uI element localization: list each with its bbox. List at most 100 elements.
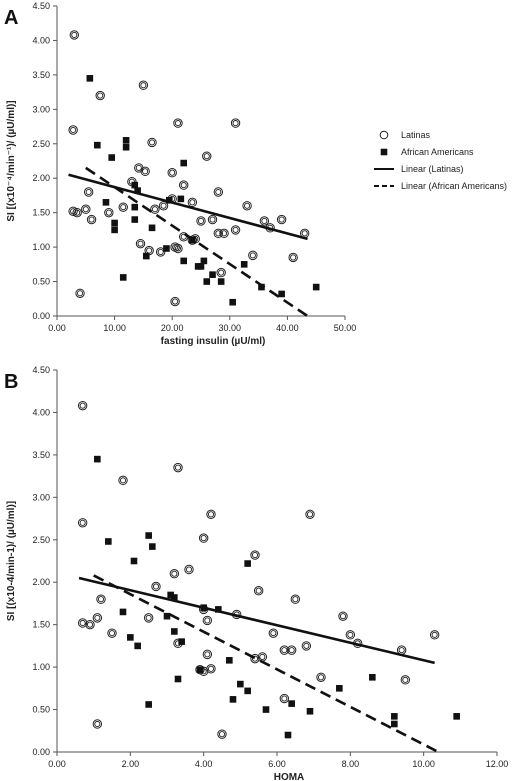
chart-a-african-americans-point — [180, 159, 188, 167]
chart-a-latinas-point-outer — [138, 80, 149, 90]
chart-b-latinas-point-outer — [184, 564, 194, 575]
chart-a-latinas-point-inner — [169, 169, 176, 176]
chart-a-latinas-point-inner — [76, 290, 84, 297]
chart-b-latinas-point-outer — [301, 641, 312, 651]
chart-a-african-americans-point — [203, 278, 211, 285]
chart-a-x-tick-label: 50.00 — [334, 323, 357, 333]
chart-a-latinas-point-outer — [242, 201, 252, 211]
chart-b-latinas-point-outer — [279, 693, 290, 704]
chart-b-latinas-point-outer — [429, 630, 440, 640]
chart-b-african-americans-point — [171, 594, 178, 601]
chart-a-y-tick-label: 1.50 — [32, 208, 50, 218]
chart-a-latinas-point-outer — [259, 216, 270, 226]
chart-a-latinas-point-outer — [230, 118, 241, 128]
chart-b-latinas-point-outer — [206, 509, 216, 520]
chart-a-latinas-point-outer — [75, 288, 85, 298]
chart-a-latinas-point-outer — [72, 207, 82, 218]
chart-b-latinas-point-outer — [279, 645, 290, 655]
chart-a-y-tick-label: 3.00 — [32, 104, 50, 114]
chart-b-latinas-point-outer — [345, 630, 356, 640]
chart-a-african-americans-point — [209, 271, 216, 278]
chart-b-panel-label: B — [4, 371, 18, 393]
chart-a-latinas-point-inner — [174, 245, 182, 252]
chart-a-african-americans-point — [86, 75, 94, 82]
chart-a-latinas-point-inner — [203, 153, 210, 160]
chart-a-x-tick-label: 0.00 — [48, 323, 66, 333]
chart-a-latinas-point-outer — [86, 214, 97, 225]
chart-a-y-tick-label: 1.00 — [32, 242, 50, 252]
chart-b-y-axis-title: SI [(x10-4/min-1)/ (µU/ml)] — [6, 501, 17, 621]
chart-a-african-americans-point — [166, 196, 173, 204]
panel-a: A 0.00 0.50 1.00 1.50 2.00 2.50 3.00 3.50 4.00 4.5… — [4, 1, 507, 347]
chart-b-african-americans-point — [130, 557, 138, 565]
chart-b-latinas-point-outer — [77, 400, 88, 411]
chart-a-latinas-point-inner — [215, 188, 222, 196]
chart-a-african-americans-point — [180, 257, 188, 265]
chart-a-african-americans-point — [278, 290, 285, 298]
chart-a-african-americans-point — [108, 154, 116, 161]
chart-a-african-americans-point — [200, 257, 208, 265]
chart-b-latinas-point-inner — [303, 642, 310, 649]
chart-a-latinas-point-outer — [135, 238, 146, 249]
chart-b-african-americans-point — [105, 538, 112, 545]
chart-b-latinas-point-outer — [305, 509, 315, 520]
chart-a-latinas-point-outer — [95, 90, 105, 101]
chart-a-african-americans-point — [131, 216, 139, 223]
chart-b-african-americans-point — [145, 701, 152, 708]
chart-b-latinas-point-outer — [143, 613, 154, 623]
chart-b-latinas-point-inner — [152, 583, 160, 590]
chart-b-latinas-point-inner — [86, 621, 94, 628]
chart-a-latinas-point-inner — [180, 233, 187, 240]
chart-b-trendline-latinas — [78, 576, 435, 665]
chart-b-latinas-point-inner — [200, 535, 207, 542]
chart-a-y-tick-label: 0.00 — [32, 311, 50, 321]
chart-b-african-americans-point — [226, 657, 233, 664]
chart-a-latinas-point-inner — [189, 199, 196, 206]
chart-b-african-americans-point — [149, 543, 156, 550]
chart-a-latinas-point-outer — [69, 30, 79, 40]
chart-b-latinas-point-outer — [286, 645, 297, 655]
chart-a-african-americans-point — [131, 203, 139, 211]
chart-a-y-tick-label: 2.50 — [32, 139, 50, 149]
chart-a-african-americans-point — [312, 283, 320, 291]
chart-a-trendline-african-americans — [85, 166, 309, 318]
chart-legend: Latinas African Americans Linear (Latinas)… — [374, 130, 507, 191]
chart-a-latinas-point-inner — [232, 120, 239, 127]
chart-b-x-tick-label: 12.00 — [486, 759, 509, 769]
chart-a-latinas-point-outer — [248, 250, 258, 261]
chart-b-latinas-point-outer — [202, 649, 213, 660]
chart-a-latinas-point-inner — [172, 244, 179, 251]
chart-b-y-tick-label: 1.00 — [32, 662, 50, 672]
chart-b-latinas-point-outer — [250, 653, 260, 664]
chart-a-latinas-point-outer — [83, 187, 94, 197]
chart-a-y-tick-label: 0.50 — [32, 277, 50, 287]
chart-b-x-tick-label: 8.00 — [342, 759, 360, 769]
legend-swatch-african-americans — [380, 148, 388, 156]
chart-b-x-tick-label: 4.00 — [195, 759, 213, 769]
chart-a-african-americans-point — [111, 226, 118, 234]
chart-a-latinas-point-outer — [104, 207, 114, 218]
chart-b-latinas-point-outer — [77, 618, 88, 628]
chart-a-latinas-point-inner — [172, 298, 179, 305]
chart-a-latinas-point-inner — [85, 188, 92, 196]
chart-b-latinas-point-inner — [171, 570, 178, 577]
chart-b-latinas-point-inner — [251, 552, 259, 559]
chart-a-african-americans-point — [177, 195, 185, 203]
chart-a-latinas-point-outer — [179, 180, 189, 190]
legend-label: Linear (Latinas) — [401, 164, 464, 174]
chart-a-latinas-point-outer — [147, 137, 157, 148]
chart-b-latinas-point-outer — [107, 628, 117, 638]
chart-b-latinas-point-inner — [108, 630, 116, 637]
chart-b-african-americans-point — [94, 455, 101, 463]
chart-a-latinas-point-outer — [288, 252, 298, 263]
chart-a-latinas-point-inner — [137, 240, 144, 247]
chart-a-latinas-point-outer — [140, 166, 150, 177]
chart-a-latinas-point-inner — [88, 216, 95, 223]
chart-b-latinas-point-outer — [338, 611, 348, 621]
chart-a-latinas-point-outer — [202, 151, 212, 161]
chart-a-y-tick-label: 2.00 — [32, 173, 50, 183]
chart-b-latinas-point-inner — [204, 617, 211, 624]
chart-a-x-tick-label: 40.00 — [276, 323, 299, 333]
chart-b-latinas-point-inner — [97, 596, 105, 603]
